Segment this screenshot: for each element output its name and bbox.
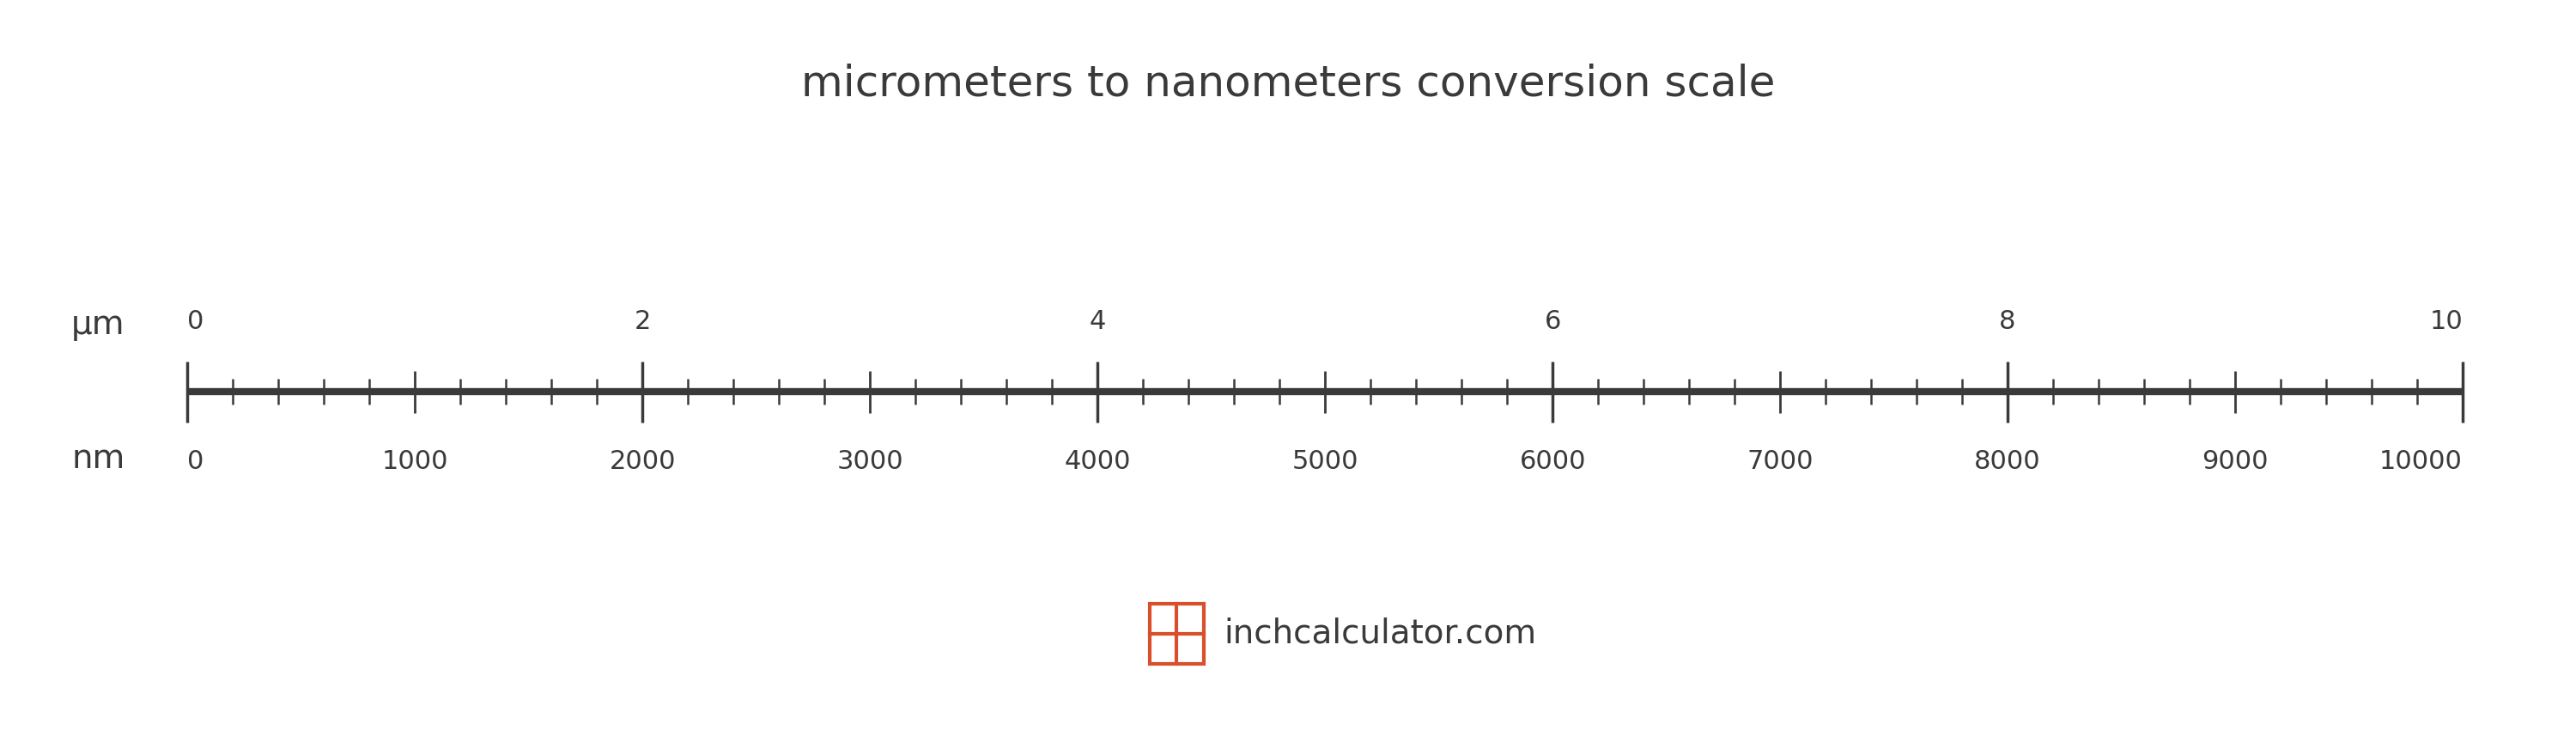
Text: 2000: 2000 [611, 450, 675, 474]
Text: 1000: 1000 [381, 450, 448, 474]
Text: 4000: 4000 [1064, 450, 1131, 474]
Text: 8: 8 [1999, 310, 2017, 334]
Bar [1149, 604, 1203, 664]
Text: 5000: 5000 [1291, 450, 1358, 474]
Text: 3000: 3000 [837, 450, 904, 474]
Text: 10000: 10000 [2380, 450, 2463, 474]
Text: 9000: 9000 [2202, 450, 2269, 474]
Text: 2: 2 [634, 310, 652, 334]
Text: 8000: 8000 [1973, 450, 2040, 474]
Text: 0: 0 [188, 310, 204, 334]
Text: 0: 0 [188, 450, 204, 474]
Text: 7000: 7000 [1747, 450, 1814, 474]
Text: nm: nm [72, 442, 124, 475]
Text: 6000: 6000 [1520, 450, 1587, 474]
Text: μm: μm [72, 308, 126, 341]
Text: 6: 6 [1543, 310, 1561, 334]
Text: inchcalculator.com: inchcalculator.com [1224, 618, 1535, 650]
Text: 10: 10 [2429, 310, 2463, 334]
Text: micrometers to nanometers conversion scale: micrometers to nanometers conversion sca… [801, 63, 1775, 104]
Text: 4: 4 [1090, 310, 1105, 334]
